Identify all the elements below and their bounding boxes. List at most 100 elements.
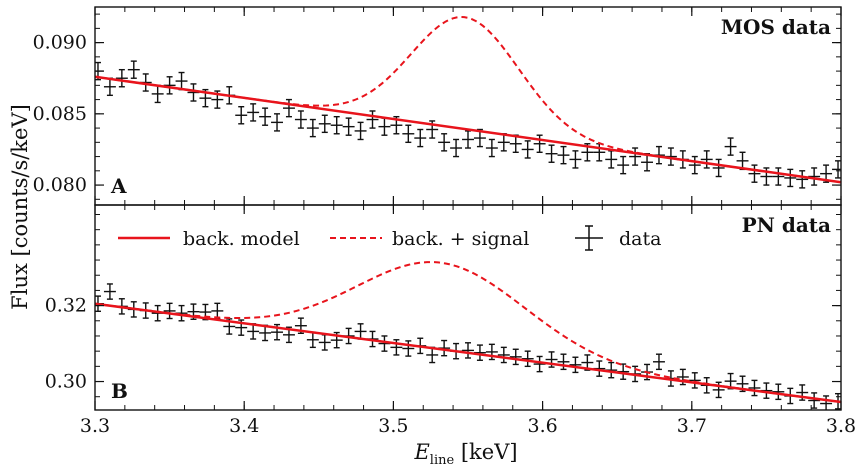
y-tick-label-a-1: 0.085 (33, 103, 87, 125)
data-point-a-57 (772, 167, 785, 186)
data-point-b-60 (808, 392, 821, 409)
shared-x-axis: 3.3 3.4 3.5 3.6 3.7 3.8 (80, 415, 856, 437)
data-point-a-31 (462, 130, 474, 149)
panel-letter-a: A (110, 174, 127, 198)
x-tick-label-5: 3.8 (826, 415, 856, 437)
data-point-b-22 (354, 323, 367, 340)
data-point-a-10 (211, 90, 224, 109)
x-axis-label-unit: [keV] (454, 440, 517, 464)
x-tick-label-3: 3.6 (527, 415, 557, 437)
data-point-a-38 (545, 144, 558, 163)
panel-title-b: PN data (742, 213, 831, 237)
data-point-a-51 (700, 150, 713, 169)
y-tick-label-a-2: 0.090 (33, 32, 87, 54)
data-point-a-19 (318, 114, 331, 134)
back-model-line-b (95, 302, 841, 404)
x-tick-label-0: 3.3 (80, 415, 110, 437)
panel-letter-b: B (111, 379, 128, 403)
data-point-b-10 (211, 302, 224, 320)
legend-errorbar-icon (575, 225, 603, 251)
data-point-a-37 (533, 134, 546, 153)
data-point-a-20 (330, 115, 343, 135)
data-point-a-29 (438, 133, 451, 152)
legend-label-back-model: back. model (183, 228, 300, 250)
data-point-a-36 (521, 140, 534, 159)
data-point-a-27 (414, 128, 427, 148)
data-point-a-2 (115, 68, 128, 88)
data-point-a-55 (748, 164, 761, 183)
data-point-a-58 (784, 168, 797, 188)
data-point-b-61 (820, 395, 833, 410)
panel-title-a: MOS data (721, 15, 831, 39)
y-axis-label: Flux [counts/s/keV] (8, 104, 32, 310)
data-point-b-26 (402, 340, 415, 357)
data-point-b-36 (521, 350, 534, 368)
data-point-b-33 (485, 343, 498, 361)
data-point-a-62 (832, 160, 841, 179)
data-point-a-59 (796, 170, 809, 189)
y-tick-label-b-0: 0.30 (45, 371, 87, 393)
data-point-b-43 (605, 361, 618, 379)
legend-label-data: data (619, 228, 661, 250)
data-point-a-26 (402, 124, 415, 144)
back-signal-line-a (95, 16, 841, 184)
data-point-a-44 (617, 155, 630, 175)
data-point-a-42 (593, 143, 606, 162)
data-point-a-16 (282, 98, 295, 118)
y-tick-label-b-1: 0.32 (45, 295, 87, 317)
data-point-a-22 (354, 121, 367, 141)
data-point-a-39 (557, 145, 570, 165)
data-point-b-39 (557, 353, 570, 371)
data-point-a-15 (271, 113, 283, 132)
data-point-b-47 (653, 353, 665, 371)
data-point-a-7 (175, 71, 188, 91)
data-point-a-45 (629, 147, 642, 166)
data-point-a-6 (163, 76, 176, 95)
back-signal-line-b (95, 261, 841, 404)
data-point-a-52 (712, 158, 725, 178)
data-point-a-50 (688, 155, 701, 175)
panel-a: 0.080 0.085 0.090 MOS data A (33, 6, 842, 206)
data-point-b-34 (497, 346, 510, 364)
data-point-a-23 (366, 110, 379, 129)
x-axis-label-sub: line (430, 453, 455, 468)
data-point-b-6 (163, 302, 176, 320)
data-point-b-50 (688, 372, 701, 389)
x-tick-label-1: 3.4 (229, 415, 259, 437)
plot-area-a (95, 16, 841, 189)
data-point-a-21 (342, 117, 355, 136)
data-point-a-24 (378, 117, 391, 136)
data-point-b-18 (306, 331, 319, 349)
data-point-a-5 (151, 84, 164, 104)
data-point-a-56 (760, 167, 773, 186)
y-tick-label-a-0: 0.080 (33, 174, 87, 196)
plot-area-b (95, 261, 841, 410)
data-point-a-13 (247, 103, 260, 122)
data-point-b-19 (318, 334, 331, 351)
data-point-a-14 (259, 107, 272, 126)
x-axis-label: Eline [keV] (413, 440, 517, 468)
x-tick-label-2: 3.5 (378, 415, 408, 437)
data-point-a-46 (641, 153, 654, 172)
data-point-a-43 (605, 150, 618, 169)
data-point-a-1 (103, 77, 116, 97)
data-point-a-40 (569, 150, 582, 169)
data-point-a-33 (485, 138, 498, 158)
data-point-a-12 (235, 106, 248, 125)
data-point-b-55 (748, 379, 761, 397)
data-point-a-3 (127, 60, 140, 79)
data-point-a-30 (450, 138, 463, 158)
legend: back. model back. + signal data (118, 225, 661, 251)
data-point-b-40 (569, 356, 582, 374)
x-axis-label-main: E (413, 440, 429, 464)
panel-frame-b (94, 204, 842, 411)
data-point-a-60 (808, 167, 821, 186)
data-point-b-31 (462, 342, 474, 359)
x-tick-label-4: 3.7 (677, 415, 707, 437)
data-point-a-18 (306, 118, 319, 138)
data-point-b-1 (103, 283, 116, 300)
data-point-a-53 (724, 137, 737, 156)
legend-label-back-signal: back. + signal (392, 228, 529, 250)
